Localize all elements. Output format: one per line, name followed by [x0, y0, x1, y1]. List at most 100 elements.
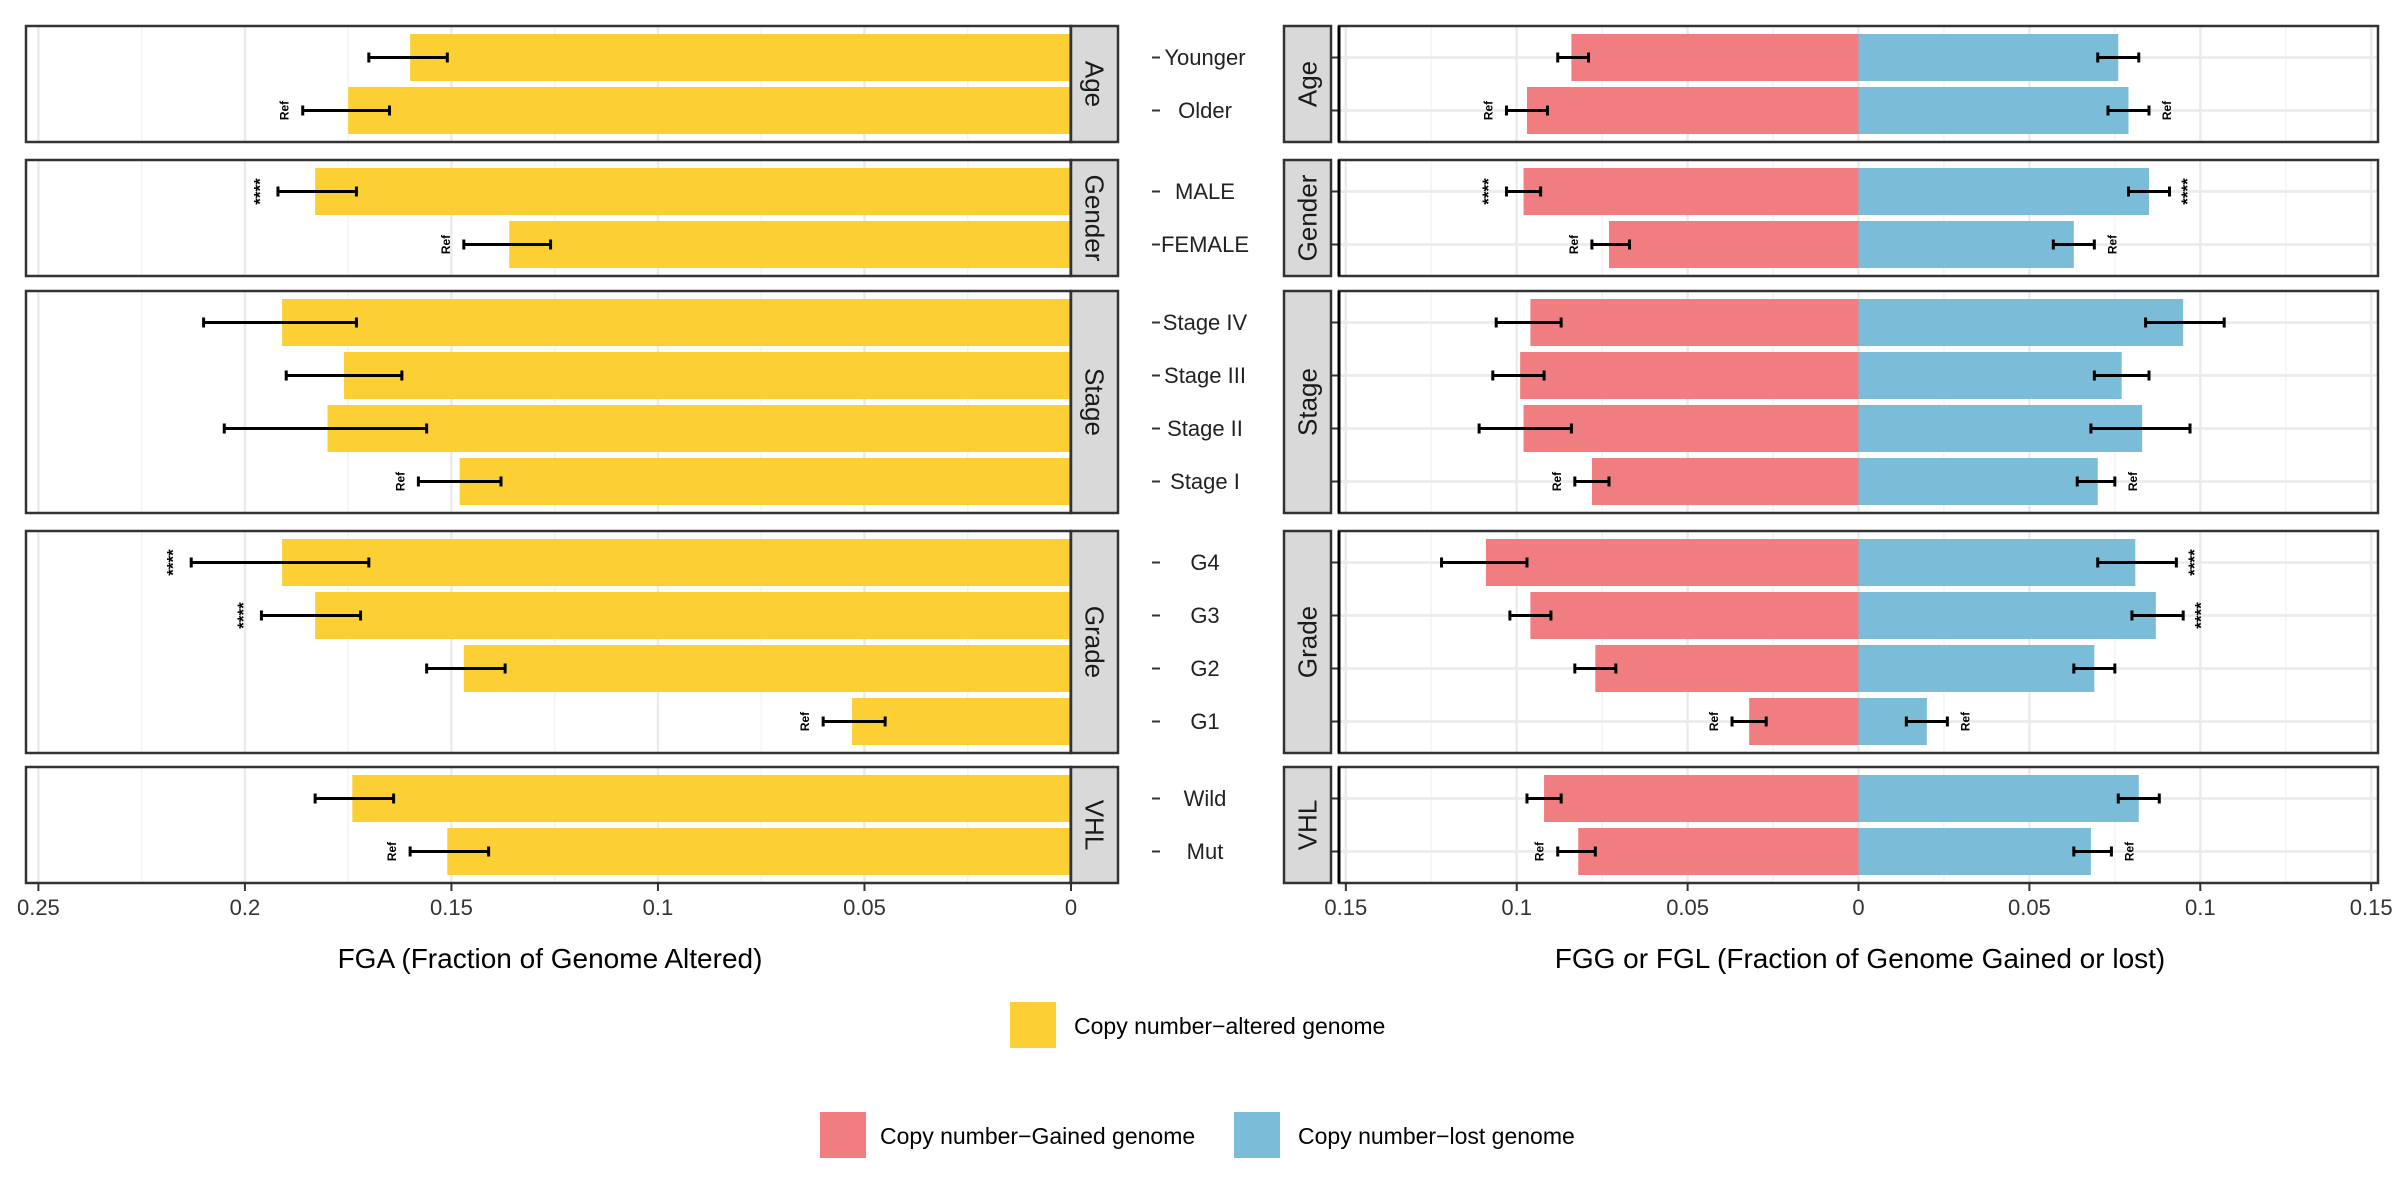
annotation-lost-g1: Ref: [1958, 711, 1972, 731]
legend-altered: Copy number−altered genome: [1010, 1002, 1385, 1048]
bar-gained-male: [1523, 168, 1859, 215]
bar-gained-older: [1526, 87, 1859, 134]
right-chart-fgg-fgl: Ref Ref Age **** **** Ref Ref Gender Ref Ref Stage…: [1282, 24, 2393, 920]
bar-lost-female: [1858, 221, 2074, 268]
legend-label-lost: Copy number−lost genome: [1298, 1123, 1575, 1149]
strip-age: [1282, 24, 1333, 144]
annotation-fga-female: Ref: [439, 234, 453, 254]
annotation-fga-g4: ****: [164, 549, 183, 576]
annotation-lost-older: Ref: [2160, 100, 2174, 120]
category-label-stage-ii: Stage II: [1167, 416, 1243, 441]
category-label-stage-iii: Stage III: [1164, 363, 1246, 388]
bar-fga-female: [509, 221, 1071, 268]
category-label-stage-iv: Stage IV: [1163, 310, 1248, 335]
bar-gained-stage-iv: [1530, 299, 1859, 346]
bar-fga-younger: [410, 34, 1071, 81]
bar-lost-wild: [1858, 775, 2139, 822]
strip-label-stage: Stage: [1080, 368, 1110, 436]
bar-gained-wild: [1544, 775, 1859, 822]
legend-label-gained: Copy number−Gained genome: [880, 1123, 1195, 1149]
strip-label-age: Age: [1293, 61, 1323, 107]
category-label-female: FEMALE: [1161, 232, 1249, 257]
strip-gender: [1282, 158, 1333, 278]
facet-gender-fga: **** Ref Gender: [24, 158, 2378, 278]
bar-lost-g3: [1858, 592, 2156, 639]
bar-lost-stage-iii: [1858, 352, 2122, 399]
bar-fga-mut: [447, 828, 1072, 875]
facet-age-fgg-fgl: Ref Ref Age: [1282, 24, 2380, 144]
bar-fga-wild: [352, 775, 1072, 822]
annotation-gained-male: ****: [1479, 178, 1498, 205]
right-x-axis-title: FGG or FGL (Fraction of Genome Gained or…: [1555, 943, 2166, 974]
strip-grade: [1069, 529, 1120, 755]
legend-swatch-lost: [1234, 1112, 1280, 1158]
annotation-lost-g4: ****: [2185, 549, 2204, 576]
bar-fga-g3: [315, 592, 1071, 639]
x-tick-label: 0.15: [430, 895, 473, 920]
bar-fga-male: [315, 168, 1071, 215]
bar-gained-mut: [1578, 828, 1859, 875]
x-tick-label: 0.15: [1324, 895, 1367, 920]
annotation-lost-female: Ref: [2105, 234, 2119, 254]
legend-swatch-gained: [820, 1112, 866, 1158]
annotation-fga-stage-i: Ref: [393, 471, 407, 491]
bar-gained-stage-i: [1591, 458, 1859, 505]
annotation-fga-g1: Ref: [798, 711, 812, 731]
strip-label-gender: Gender: [1293, 174, 1323, 261]
annotation-fga-mut: Ref: [385, 841, 399, 861]
category-label-mut: Mut: [1187, 839, 1224, 864]
bar-gained-female: [1609, 221, 1859, 268]
annotation-lost-stage-i: Ref: [2126, 471, 2140, 491]
strip-label-gender: Gender: [1080, 175, 1110, 262]
category-label-wild: Wild: [1184, 786, 1227, 811]
category-label-g1: G1: [1190, 709, 1219, 734]
x-tick-label: 0.05: [1666, 895, 1709, 920]
bar-fga-stage-iv: [282, 299, 1072, 346]
strip-age: [1069, 24, 1120, 144]
facet-vhl-fgg-fgl: Ref Ref VHL: [1282, 765, 2380, 885]
facet-gender-fgg-fgl: **** **** Ref Ref Gender: [1282, 158, 2380, 278]
strip-label-grade: Grade: [1293, 606, 1323, 678]
bar-lost-stage-i: [1858, 458, 2098, 505]
category-label-male: MALE: [1175, 179, 1235, 204]
bar-lost-g2: [1858, 645, 2095, 692]
bar-fga-stage-ii: [327, 405, 1071, 452]
x-tick-label: 0.2: [230, 895, 261, 920]
category-label-older: Older: [1178, 98, 1232, 123]
bar-fga-stage-i: [459, 458, 1071, 505]
category-label-younger: Younger: [1164, 45, 1245, 70]
strip-stage: [1282, 289, 1333, 515]
category-label-g4: G4: [1190, 550, 1219, 575]
x-tick-label: 0: [1065, 895, 1077, 920]
facet-stage-fgg-fgl: Ref Ref Stage: [1282, 289, 2380, 515]
bar-gained-g4: [1485, 539, 1859, 586]
annotation-gained-older: Ref: [1481, 100, 1495, 120]
bar-gained-stage-iii: [1520, 352, 1859, 399]
bar-lost-stage-iv: [1858, 299, 2184, 346]
annotation-gained-g1: Ref: [1707, 711, 1721, 731]
strip-label-vhl: VHL: [1293, 800, 1323, 851]
strip-label-age: Age: [1080, 61, 1110, 107]
x-tick-label: 0: [1852, 895, 1864, 920]
legend-gained-lost: Copy number−Gained genome Copy number−lo…: [820, 1112, 1575, 1158]
facet-stage-fga: Ref Stage: [24, 289, 2378, 515]
annotation-fga-male: ****: [250, 178, 269, 205]
legend-swatch-altered: [1010, 1002, 1056, 1048]
bar-lost-mut: [1858, 828, 2091, 875]
strip-vhl: [1069, 765, 1120, 885]
strip-stage: [1069, 289, 1120, 515]
x-tick-label: 0.1: [643, 895, 674, 920]
category-label-g2: G2: [1190, 656, 1219, 681]
category-label-g3: G3: [1190, 603, 1219, 628]
bar-gained-g3: [1530, 592, 1859, 639]
strip-label-stage: Stage: [1293, 368, 1323, 436]
strip-grade: [1282, 529, 1333, 755]
bar-lost-younger: [1858, 34, 2119, 81]
strip-vhl: [1282, 765, 1333, 885]
strip-gender: [1069, 158, 1120, 278]
x-tick-label: 0.1: [2185, 895, 2216, 920]
bar-lost-g4: [1858, 539, 2136, 586]
strip-label-vhl: VHL: [1080, 800, 1110, 851]
bar-fga-g4: [282, 539, 1072, 586]
